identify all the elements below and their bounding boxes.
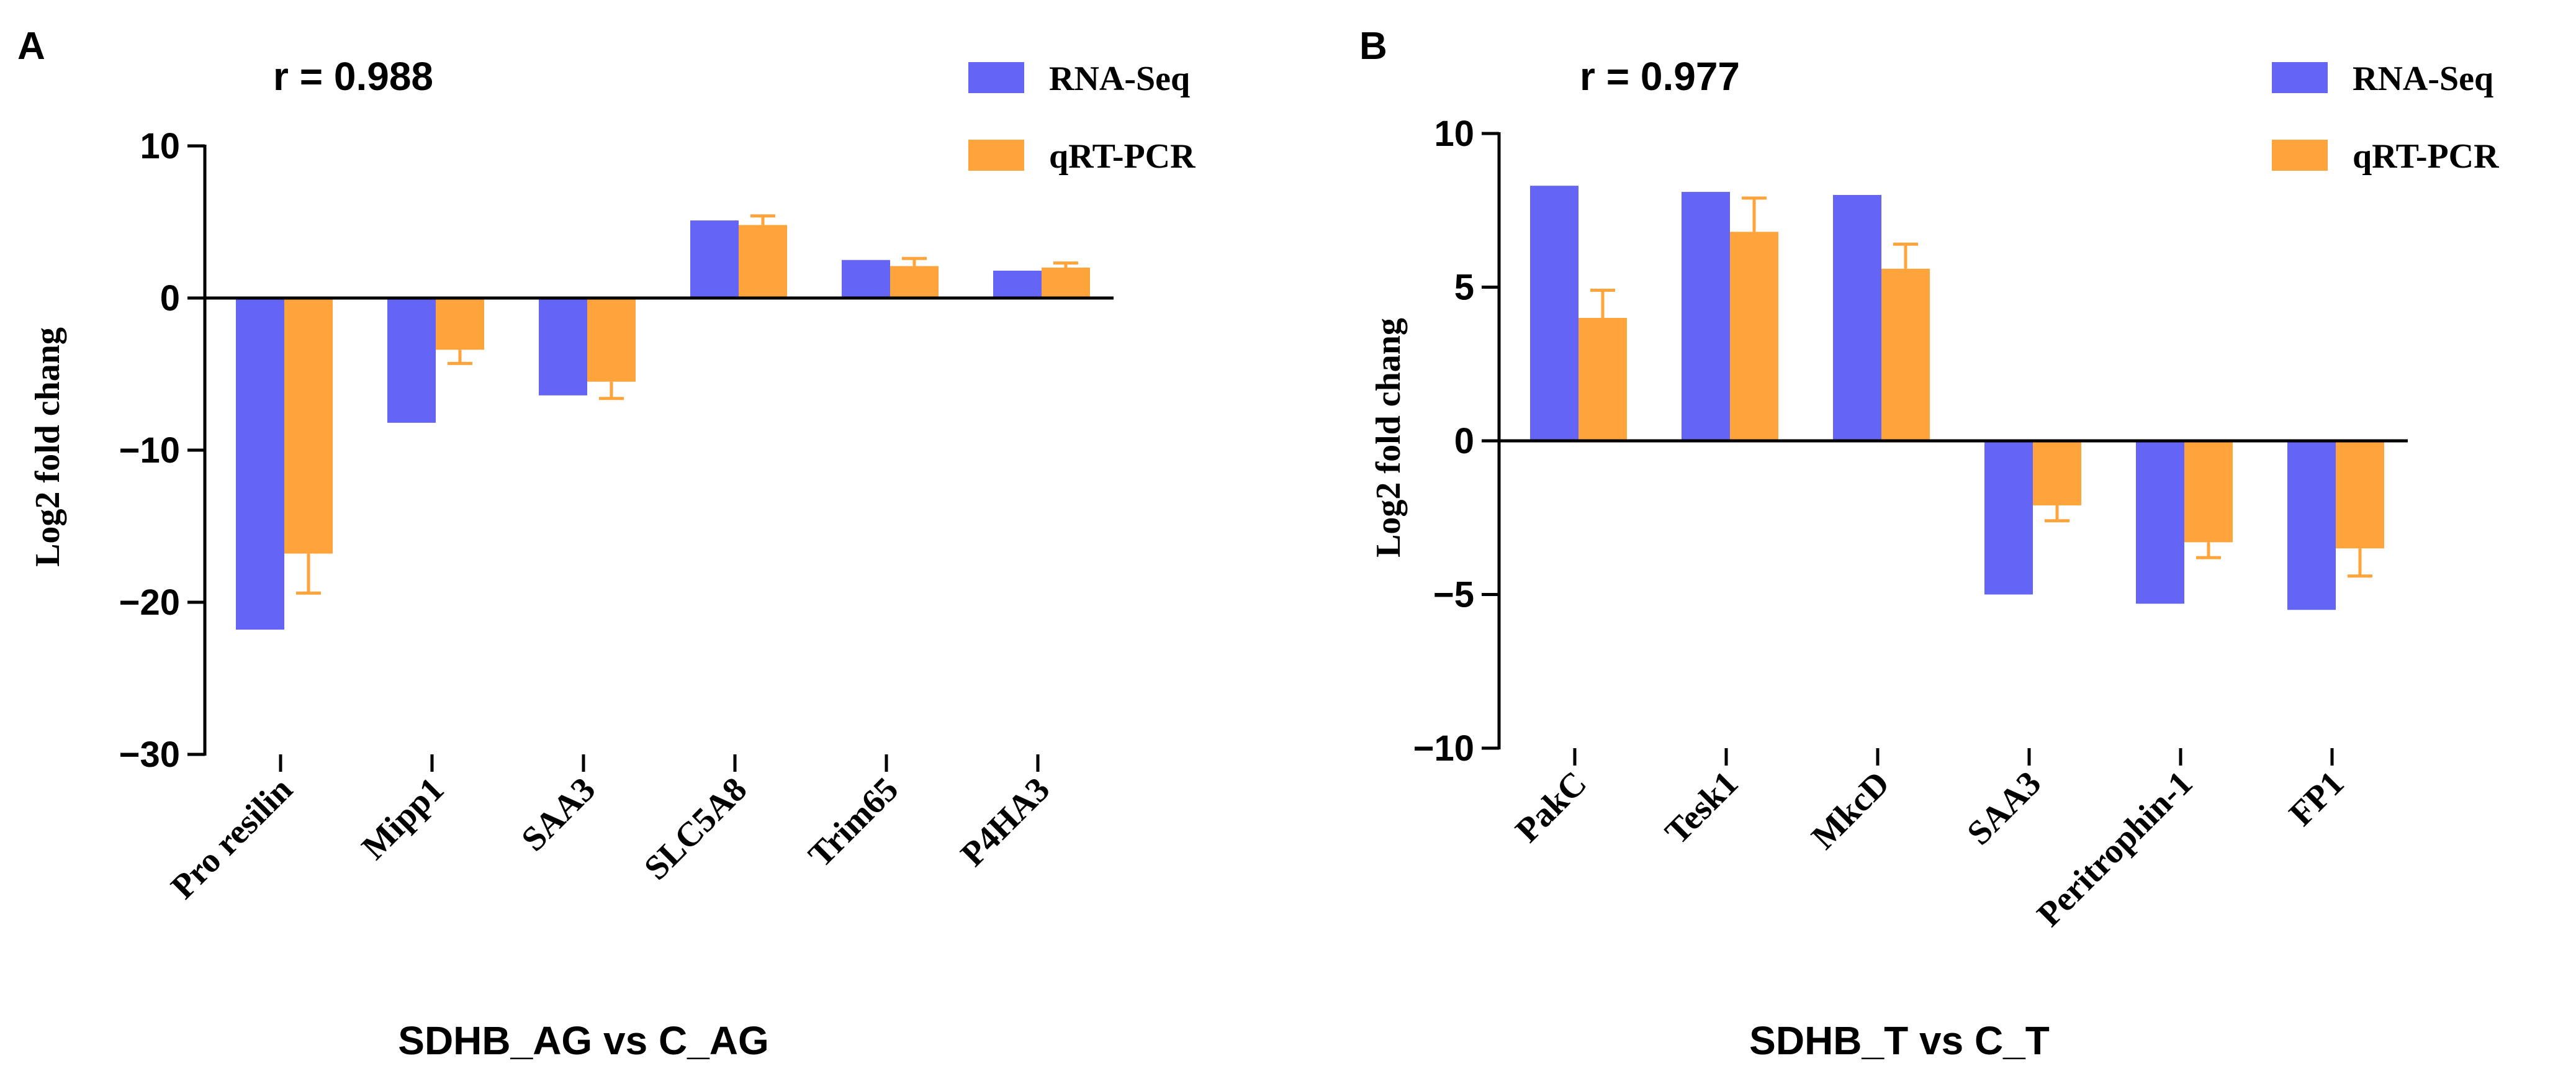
panel-a-correlation: r = 0.988 xyxy=(273,54,433,99)
panel-a-category-label: Trim65 xyxy=(801,770,906,874)
panel-b: B r = 0.977 RNA-Seq qRT-PCR Log2 fold ch… xyxy=(1359,25,2499,1063)
bar-qrt-pcr-tesk1 xyxy=(1730,232,1778,441)
bar-qrt-pcr-trim65 xyxy=(890,266,939,298)
legend-a-rna-swatch xyxy=(968,62,1024,93)
bar-rna-seq-fp1 xyxy=(2287,441,2336,610)
bar-rna-seq-mipp1 xyxy=(387,298,436,423)
panel-b-ytick-label: 0 xyxy=(1454,421,1474,461)
panel-a-category-label: Pro resilin xyxy=(164,770,300,906)
panel-a-label: A xyxy=(17,25,45,68)
panel-b-category-label: FP1 xyxy=(2282,764,2351,833)
panel-b-bars xyxy=(1530,186,2384,610)
panel-b-category-label: MkcD xyxy=(1804,764,1897,856)
bar-rna-seq-slc5a8 xyxy=(690,220,739,298)
panel-a-ytick-label: −20 xyxy=(119,582,180,623)
legend-b-qpcr-swatch xyxy=(2272,140,2328,171)
bar-rna-seq-saa3 xyxy=(539,298,587,396)
legend-a-qpcr-swatch xyxy=(968,140,1024,171)
panel-a: A r = 0.988 RNA-Seq qRT-PCR Log2 fold ch… xyxy=(17,25,1196,1063)
bar-qrt-pcr-slc5a8 xyxy=(739,225,787,298)
panel-a-ylabel: Log2 fold chang xyxy=(29,327,67,567)
bar-qrt-pcr-saa3 xyxy=(587,298,636,382)
bar-qrt-pcr-mipp1 xyxy=(436,298,484,350)
bar-rna-seq-p4ha3 xyxy=(993,270,1042,298)
panel-b-label: B xyxy=(1359,25,1387,68)
panel-a-ytick-label: 10 xyxy=(140,126,180,166)
panel-a-category-label: SAA3 xyxy=(514,770,603,859)
bar-rna-seq-peritrophin-1 xyxy=(2136,441,2184,604)
panel-b-ytick-label: 10 xyxy=(1434,114,1474,154)
bar-rna-seq-tesk1 xyxy=(1682,192,1730,441)
bar-qrt-pcr-saa3 xyxy=(2033,441,2081,505)
panel-b-category-label: PakC xyxy=(1508,764,1594,849)
panel-b-category-label: Peritrophin-1 xyxy=(2030,764,2200,934)
panel-b-ylabel: Log2 fold chang xyxy=(1369,318,1408,558)
panel-b-category-label: Tesk1 xyxy=(1658,764,1745,851)
panel-a-category-label: Mipp1 xyxy=(354,770,451,867)
bar-rna-seq-pakc xyxy=(1530,186,1578,441)
legend-a-qpcr-label: qRT-PCR xyxy=(1049,137,1196,176)
panel-b-ytick-label: −10 xyxy=(1413,728,1474,769)
bar-qrt-pcr-pro-resilin xyxy=(284,298,333,554)
panel-a-ytick-label: −10 xyxy=(119,430,180,471)
bar-rna-seq-mkcd xyxy=(1833,195,1881,441)
legend-a-rna-label: RNA-Seq xyxy=(1049,60,1190,98)
panel-b-correlation: r = 0.977 xyxy=(1580,54,1740,99)
panel-a-ytick-label: −30 xyxy=(119,735,180,775)
bar-qrt-pcr-p4ha3 xyxy=(1042,268,1090,298)
panel-a-legend: RNA-Seq qRT-PCR xyxy=(968,60,1196,176)
panel-a-category-label: SLC5A8 xyxy=(637,770,754,887)
bar-qrt-pcr-fp1 xyxy=(2336,441,2384,549)
bar-qrt-pcr-mkcd xyxy=(1881,268,1930,441)
bar-rna-seq-saa3 xyxy=(1984,441,2033,595)
panel-a-xtick-labels: Pro resilin Mipp1 SAA3 SLC5A8 Trim65 P4HA3 xyxy=(164,754,1057,906)
panel-a-category-label: P4HA3 xyxy=(953,770,1057,874)
panel-a-bars xyxy=(236,214,1090,630)
panel-b-legend: RNA-Seq qRT-PCR xyxy=(2272,60,2499,176)
panel-b-ytick-label: 5 xyxy=(1454,268,1474,308)
panel-b-xlabel: SDHB_T vs C_T xyxy=(1749,1018,2050,1063)
legend-b-rna-label: RNA-Seq xyxy=(2353,60,2493,98)
bar-qrt-pcr-peritrophin-1 xyxy=(2184,441,2233,543)
panel-b-ytick-label: −5 xyxy=(1433,575,1474,615)
panel-a-xlabel: SDHB_AG vs C_AG xyxy=(398,1018,769,1063)
panel-b-yaxis-ticks: 10 5 0 −5 −10 xyxy=(1413,114,1499,769)
panel-a-yaxis-ticks: 10 0 −10 −20 −30 xyxy=(119,126,205,775)
bar-rna-seq-pro-resilin xyxy=(236,298,284,630)
legend-b-rna-swatch xyxy=(2272,62,2328,93)
panel-b-category-label: SAA3 xyxy=(1960,764,2048,852)
panel-a-ytick-label: 0 xyxy=(160,278,180,319)
bar-qrt-pcr-pakc xyxy=(1578,318,1627,441)
bar-rna-seq-trim65 xyxy=(842,260,890,298)
legend-b-qpcr-label: qRT-PCR xyxy=(2353,137,2499,176)
